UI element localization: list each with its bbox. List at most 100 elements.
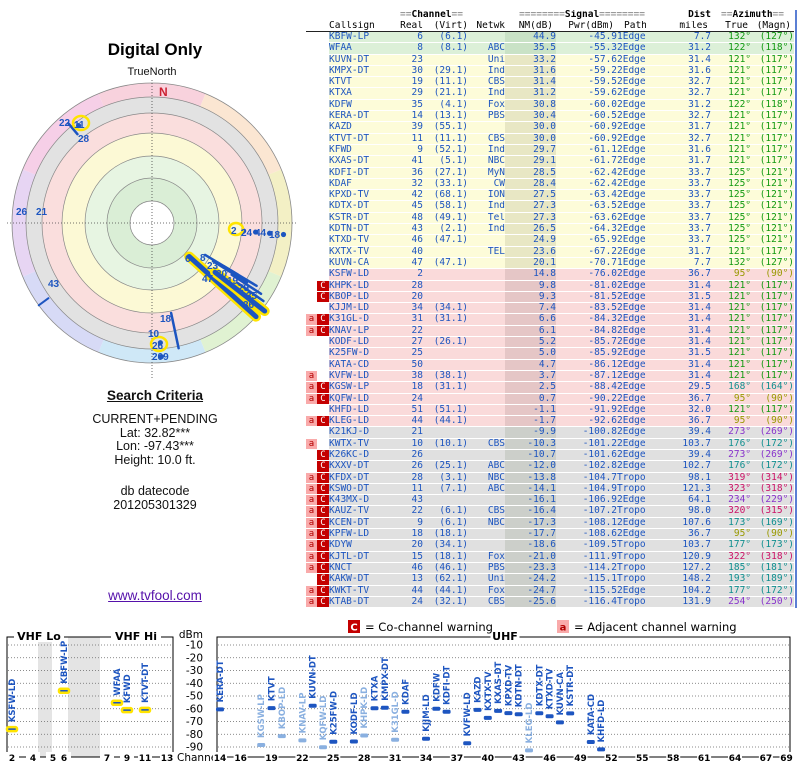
- signal-bar: [267, 706, 276, 711]
- search-height: Height: 10.0 ft.: [114, 452, 196, 467]
- adjacent-warning-badge: [306, 65, 317, 78]
- noise-margin-cell: -16.4: [505, 505, 557, 518]
- cochannel-warning-badge: C: [317, 393, 329, 405]
- bar-callsign-label: KTVT-DT: [141, 663, 151, 703]
- noise-margin-cell: 28.4: [505, 178, 557, 191]
- distance-cell: 31.4: [659, 336, 712, 349]
- distance-cell: 36.7: [659, 528, 712, 541]
- azimuth-magn-cell: (172°): [751, 585, 795, 597]
- callsign-cell: K31GL-D: [329, 313, 395, 326]
- real-channel-cell: 30: [395, 65, 423, 78]
- table-row: a C KCEN-DT 9 (6.1) NBC -17.3 -108.1 2Edge 107.6 1…: [306, 517, 795, 530]
- signal-spoke: [37, 297, 50, 307]
- azimuth-true-cell: 121°: [711, 370, 752, 383]
- real-channel-cell: 11: [395, 133, 423, 145]
- callsign-cell: KSTR-DT: [329, 212, 395, 225]
- distance-cell: 31.6: [659, 144, 712, 157]
- path-cell: 2Edge: [617, 223, 660, 236]
- azimuth-true-cell: 121°: [711, 133, 752, 145]
- network-cell: [468, 268, 506, 281]
- callsign-cell: KDYW: [329, 539, 395, 552]
- adjacent-warning-badge: [306, 302, 317, 315]
- distance-cell: 32.0: [659, 404, 712, 417]
- callsign-cell: KHFD-LD: [329, 404, 395, 417]
- power-cell: -102.8: [556, 460, 618, 473]
- cochannel-warning-badge: [317, 359, 329, 371]
- power-cell: -104.7: [556, 472, 618, 484]
- network-cell: NBC: [468, 155, 506, 168]
- azimuth-true-cell: 121°: [711, 155, 752, 168]
- db-datecode-label: db datecode: [120, 484, 190, 498]
- noise-margin-cell: 27.3: [505, 212, 557, 225]
- azimuth-true-cell: 177°: [711, 539, 752, 552]
- cochannel-warning-badge: [317, 347, 329, 360]
- power-cell: -81.5: [556, 291, 618, 304]
- network-cell: [468, 539, 506, 552]
- signal-dot: [157, 340, 163, 346]
- bar-callsign-label: KTXA: [371, 675, 381, 701]
- channel-label: 209: [152, 352, 169, 363]
- virtual-channel-cell: (52.1): [423, 144, 469, 157]
- power-cell: -60.9: [556, 133, 618, 145]
- adjacent-warning-badge: a: [306, 393, 317, 405]
- path-cell: 2Edge: [617, 426, 660, 439]
- signal-spoke: [67, 122, 79, 136]
- noise-margin-cell: -25.6: [505, 596, 557, 609]
- azimuth-magn-cell: (121°): [751, 167, 795, 179]
- virtual-channel-cell: (46.1): [423, 562, 469, 575]
- callsign-cell: KLEG-LD: [329, 415, 395, 428]
- azimuth-true-cell: 121°: [711, 291, 752, 304]
- highlight-ring: [71, 114, 91, 132]
- distance-cell: 102.7: [659, 460, 712, 473]
- table-row: a C KGSW-LP 18 (31.1) 2.5 -88.4 2Edge 29.5 168° (1…: [306, 381, 795, 394]
- callsign-cell: KXTX-TV: [329, 246, 395, 258]
- distance-cell: 36.7: [659, 268, 712, 281]
- path-cell: 2Edge: [617, 528, 660, 541]
- virtual-channel-cell: (18.1): [423, 551, 469, 563]
- callsign-cell: KODF-LD: [329, 336, 395, 349]
- azimuth-true-cell: 125°: [711, 189, 752, 202]
- noise-margin-cell: -24.2: [505, 573, 557, 586]
- network-cell: [468, 359, 506, 371]
- network-cell: [468, 449, 506, 462]
- channel-label: 30: [216, 269, 228, 280]
- noise-margin-cell: 27.3: [505, 200, 557, 213]
- azimuth-magn-cell: (90°): [751, 393, 795, 405]
- network-cell: [468, 121, 506, 134]
- azimuth-magn-cell: (121°): [751, 234, 795, 247]
- cochannel-warning-badge: [317, 189, 329, 202]
- col-callsign: Callsign: [329, 20, 395, 32]
- network-cell: [468, 280, 506, 292]
- network-cell: ABC: [468, 483, 506, 496]
- channel-tick-label: 5: [50, 754, 56, 764]
- channel-tick-label: 69: [780, 754, 793, 764]
- table-row: C KAKW-DT 13 (62.1) Uni -24.2 -115.1 Tropo 148.2…: [306, 573, 795, 586]
- azimuth-true-cell: 125°: [711, 212, 752, 225]
- search-lon: Lon: -97.43***: [116, 439, 194, 453]
- azimuth-true-cell: 121°: [711, 347, 752, 360]
- cochannel-warning-badge: C: [317, 596, 329, 609]
- azimuth-magn-cell: (164°): [751, 381, 795, 394]
- virtual-channel-cell: (13.1): [423, 110, 469, 123]
- adjacent-warning-badge: a: [306, 585, 317, 597]
- bar-callsign-label: KFWD: [123, 674, 133, 703]
- azimuth-true-cell: 121°: [711, 87, 752, 100]
- adjacent-warning-badge: a: [306, 381, 317, 394]
- real-channel-cell: 8: [395, 42, 423, 55]
- cochannel-warning-badge: C: [317, 381, 329, 394]
- azimuth-magn-cell: (117°): [751, 404, 795, 417]
- distance-cell: 31.2: [659, 99, 712, 112]
- adjacent-warning-badge: [306, 426, 317, 439]
- virtual-channel-cell: (11.1): [423, 133, 469, 145]
- distance-cell: 39.4: [659, 449, 712, 462]
- adjacent-warning-badge: [306, 268, 317, 281]
- noise-margin-cell: -16.1: [505, 494, 557, 507]
- real-channel-cell: 14: [395, 110, 423, 123]
- tvfool-link[interactable]: www.tvfool.com: [108, 588, 202, 603]
- cochannel-warning-badge: C: [317, 539, 329, 552]
- azimuth-true-cell: 122°: [711, 42, 752, 55]
- distance-cell: 120.9: [659, 551, 712, 563]
- virtual-channel-cell: (21.1): [423, 87, 469, 100]
- virtual-channel-cell: (18.1): [423, 528, 469, 541]
- highlight-ring: [227, 221, 245, 237]
